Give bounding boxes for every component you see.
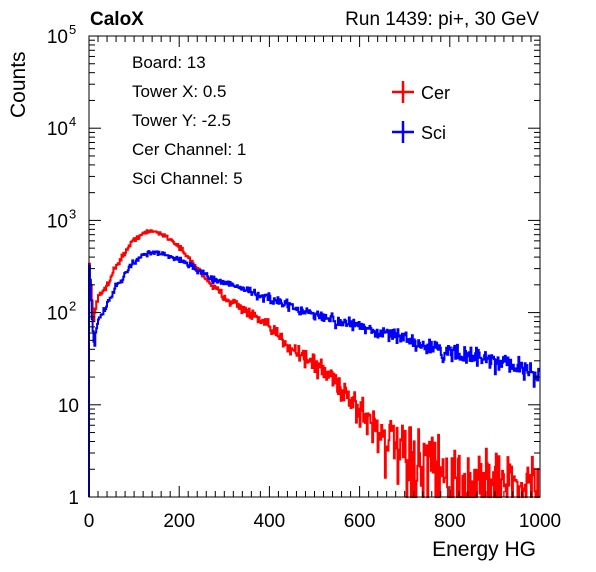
y-tick-exponent: 3 [69, 206, 76, 221]
info-sci-channel: Sci Channel: 5 [132, 169, 243, 188]
info-tower-y: Tower Y: -2.5 [132, 111, 231, 130]
header-left-label: CaloX [90, 9, 144, 30]
series-cer-line [88, 229, 540, 498]
y-tick-exponent: 4 [69, 114, 76, 129]
y-tick-exponent: 5 [69, 22, 76, 37]
y-tick-label: 10 [47, 304, 68, 325]
legend: Cer Sci [392, 81, 450, 143]
y-tick-exponent: 2 [69, 299, 76, 314]
legend-sci-label: Sci [421, 123, 446, 143]
x-tick-label: 400 [254, 511, 286, 532]
x-axis-label: Energy HG [432, 538, 536, 561]
series-sci-line [88, 250, 541, 497]
y-tick-label: 1 [68, 488, 79, 509]
x-tick-label: 1000 [519, 511, 561, 532]
header-right-label: Run 1439: pi+, 30 GeV [345, 9, 539, 30]
x-tick-label: 600 [344, 511, 376, 532]
x-tick-label: 200 [163, 511, 195, 532]
x-axis-ticks: 0 200 400 600 800 1000 [84, 36, 561, 532]
y-axis-label: Counts [7, 51, 30, 118]
y-tick-label: 10 [58, 396, 79, 417]
info-cer-channel: Cer Channel: 1 [132, 140, 247, 159]
info-board: Board: 13 [132, 53, 206, 72]
info-box: Board: 13 Tower X: 0.5 Tower Y: -2.5 Cer… [122, 47, 358, 197]
x-tick-label: 0 [84, 511, 95, 532]
y-tick-label: 10 [47, 119, 68, 140]
plot-curves [88, 229, 541, 498]
info-tower-x: Tower X: 0.5 [132, 82, 227, 101]
legend-cer-label: Cer [421, 83, 450, 103]
y-tick-label: 10 [47, 211, 68, 232]
y-tick-label: 10 [47, 27, 68, 48]
x-tick-label: 800 [434, 511, 466, 532]
